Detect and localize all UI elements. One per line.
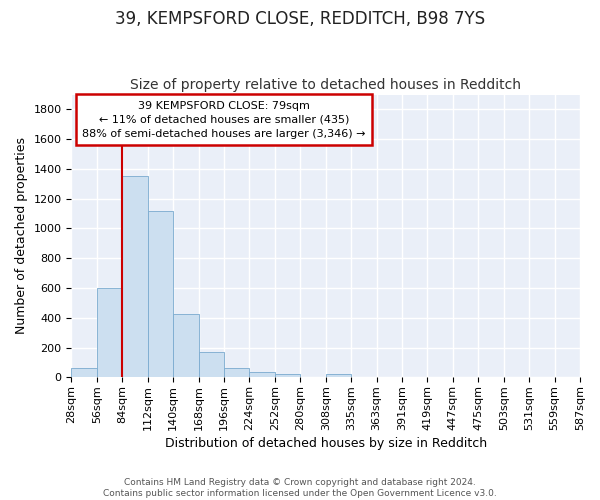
Bar — [199, 352, 224, 378]
Text: Contains HM Land Registry data © Crown copyright and database right 2024.
Contai: Contains HM Land Registry data © Crown c… — [103, 478, 497, 498]
Bar — [122, 176, 148, 378]
Text: 39, KEMPSFORD CLOSE, REDDITCH, B98 7YS: 39, KEMPSFORD CLOSE, REDDITCH, B98 7YS — [115, 10, 485, 28]
Bar — [173, 314, 199, 378]
Bar — [97, 288, 122, 378]
Text: 39 KEMPSFORD CLOSE: 79sqm
← 11% of detached houses are smaller (435)
88% of semi: 39 KEMPSFORD CLOSE: 79sqm ← 11% of detac… — [82, 100, 366, 138]
X-axis label: Distribution of detached houses by size in Redditch: Distribution of detached houses by size … — [164, 437, 487, 450]
Bar — [71, 368, 97, 378]
Bar — [148, 210, 173, 378]
Title: Size of property relative to detached houses in Redditch: Size of property relative to detached ho… — [130, 78, 521, 92]
Bar — [250, 372, 275, 378]
Bar — [326, 374, 351, 378]
Bar — [275, 374, 300, 378]
Y-axis label: Number of detached properties: Number of detached properties — [15, 138, 28, 334]
Bar — [224, 368, 250, 378]
